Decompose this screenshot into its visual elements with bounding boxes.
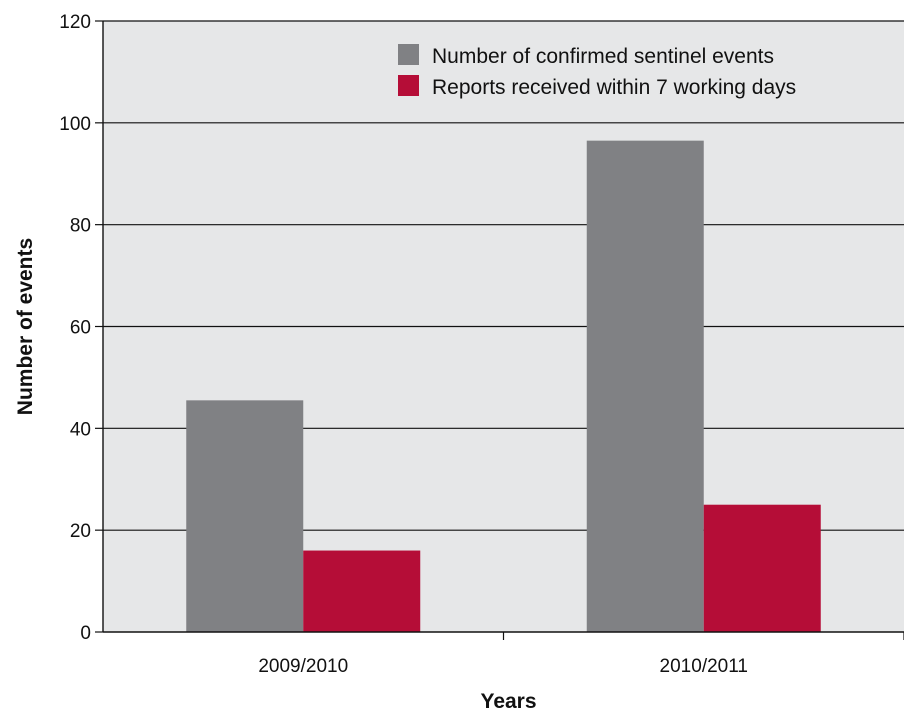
legend-swatch (398, 44, 419, 65)
legend-label: Number of confirmed sentinel events (432, 45, 774, 68)
bar-reports-7-days (303, 550, 421, 632)
x-tick-label: 2010/2011 (660, 656, 748, 677)
y-tick-label: 20 (70, 521, 91, 542)
bars (186, 140, 821, 632)
legend: Number of confirmed sentinel events Repor… (398, 44, 796, 99)
y-tick-label: 0 (80, 623, 91, 644)
y-tick-label: 100 (59, 114, 91, 135)
x-axis-title: Years (480, 690, 536, 713)
bar-reports-7-days (703, 504, 821, 632)
tick-labels: 0 20 40 60 80 100 120 2009/2010 2010/2011 (59, 12, 904, 677)
y-tick-label: 40 (70, 419, 91, 440)
y-tick-label: 120 (59, 12, 91, 33)
y-axis-title: Number of events (14, 238, 37, 415)
bar-confirmed-events (586, 140, 704, 632)
legend-label: Reports received within 7 working days (432, 76, 796, 99)
y-tick-label: 80 (70, 216, 91, 237)
bar-confirmed-events (186, 400, 304, 632)
y-tick-label: 60 (70, 318, 91, 339)
x-tick-label: 2009/2010 (258, 656, 348, 677)
legend-swatch (398, 75, 419, 96)
